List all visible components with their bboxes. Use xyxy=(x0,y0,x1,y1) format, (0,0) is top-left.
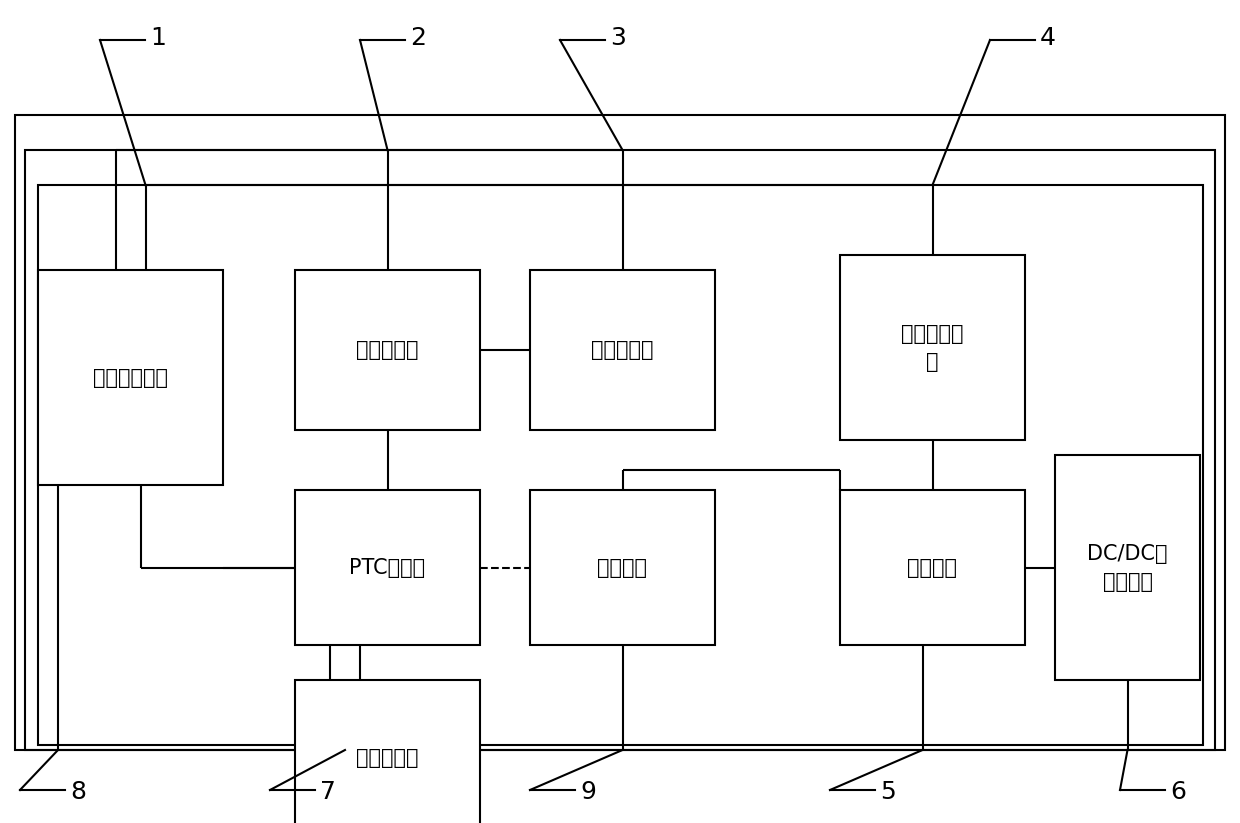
Text: 4: 4 xyxy=(1040,26,1056,50)
Text: DC/DC直
流转换器: DC/DC直 流转换器 xyxy=(1087,543,1168,592)
Text: 整车控制单元: 整车控制单元 xyxy=(93,368,167,388)
Text: 1: 1 xyxy=(150,26,166,50)
Text: PTC加热器: PTC加热器 xyxy=(350,557,425,578)
Bar xyxy=(839,490,1025,645)
Bar xyxy=(25,150,1215,750)
Bar xyxy=(15,115,1225,750)
Bar xyxy=(295,270,480,430)
Bar xyxy=(529,270,715,430)
Text: 外部电源柜: 外部电源柜 xyxy=(591,340,653,360)
Bar xyxy=(1055,455,1200,680)
Bar xyxy=(529,490,715,645)
Text: 车载充电机: 车载充电机 xyxy=(356,340,419,360)
Bar xyxy=(295,680,480,823)
Bar xyxy=(295,490,480,645)
Text: 9: 9 xyxy=(580,780,596,804)
Text: 动力电池: 动力电池 xyxy=(908,557,957,578)
Bar xyxy=(38,185,1203,745)
Bar xyxy=(38,270,223,485)
Bar xyxy=(839,255,1025,440)
Text: 8: 8 xyxy=(69,780,86,804)
Text: 热管理系统: 热管理系统 xyxy=(356,747,419,768)
Text: 5: 5 xyxy=(880,780,895,804)
Text: 电池管理系
统: 电池管理系 统 xyxy=(901,323,963,371)
Text: 3: 3 xyxy=(610,26,626,50)
Text: 7: 7 xyxy=(320,780,336,804)
Text: 2: 2 xyxy=(410,26,427,50)
Text: 6: 6 xyxy=(1171,780,1185,804)
Text: 风扇模块: 风扇模块 xyxy=(598,557,647,578)
